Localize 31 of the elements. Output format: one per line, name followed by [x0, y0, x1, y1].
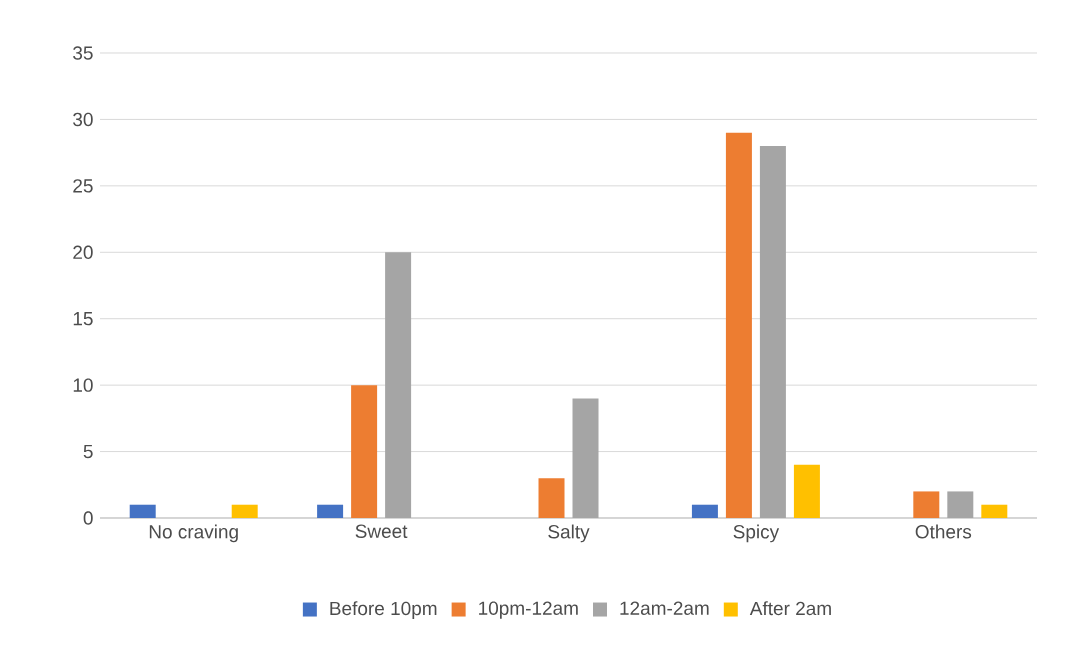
y-tick-label: 20 — [73, 245, 93, 260]
x-tick-label: Salty — [548, 524, 590, 543]
bar — [129, 504, 156, 518]
bar — [759, 146, 786, 518]
bar — [317, 504, 344, 518]
bar — [231, 504, 258, 518]
bar — [351, 385, 378, 518]
legend-label: 10pm-12am — [479, 601, 578, 619]
y-tick-label: 35 — [73, 46, 93, 60]
bar — [572, 398, 599, 518]
bar — [981, 504, 1008, 518]
x-tick-label: Others — [915, 524, 972, 539]
y-tick-label: 30 — [73, 112, 93, 127]
y-tick-label: 5 — [83, 444, 93, 459]
bar — [725, 132, 752, 518]
bar — [947, 491, 974, 518]
y-tick-label: 0 — [83, 511, 93, 525]
bar — [691, 504, 718, 518]
bar — [538, 478, 565, 518]
y-tick-label: 15 — [73, 312, 93, 326]
y-tick-label: 10 — [73, 378, 93, 392]
legend-label: 12am-2am — [620, 601, 709, 615]
x-tick-label: No craving — [149, 524, 238, 543]
bar — [385, 252, 412, 518]
bar — [913, 491, 940, 518]
x-tick-label: Spicy — [733, 524, 780, 543]
bar — [793, 464, 820, 518]
x-tick-label: Sweet — [355, 524, 408, 538]
legend-label: After 2am — [749, 601, 831, 616]
legend-label: Before 10pm — [330, 601, 437, 619]
y-tick-label: 25 — [73, 179, 93, 193]
